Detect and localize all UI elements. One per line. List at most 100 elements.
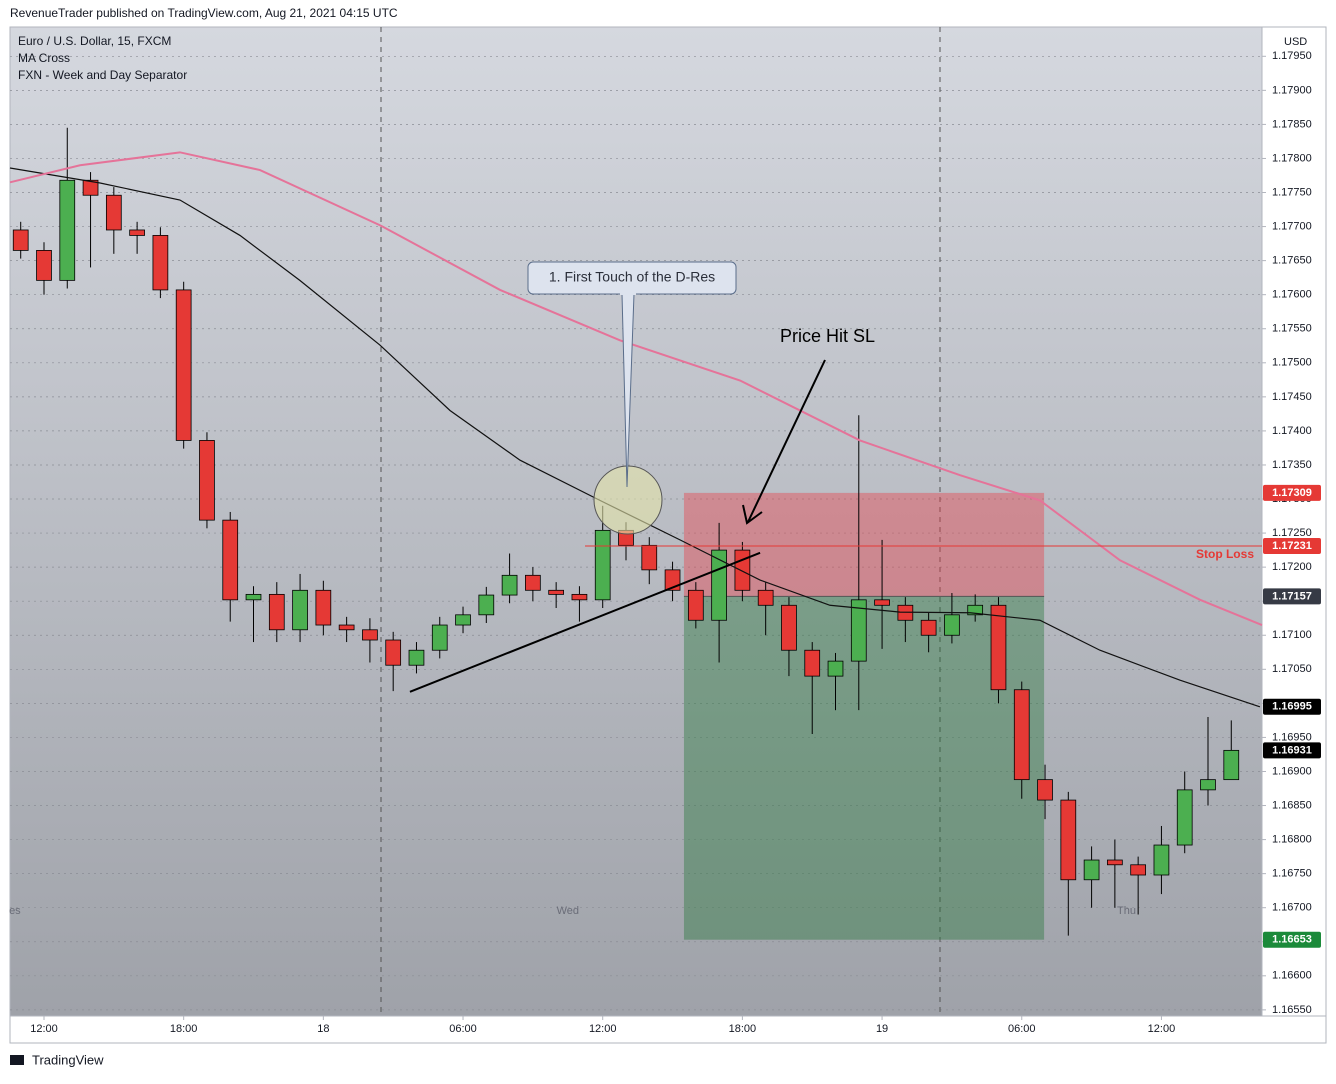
- y-tick-label: 1.17500: [1272, 357, 1312, 369]
- candle-body: [129, 229, 145, 236]
- candle-body: [362, 629, 378, 641]
- trendline: [409, 551, 761, 693]
- price-label: 1.16931: [1272, 744, 1312, 756]
- candle-body: [734, 549, 751, 591]
- candle-body: [1013, 689, 1030, 781]
- candle-body: [711, 549, 727, 621]
- y-tick-label: 1.16800: [1272, 833, 1312, 845]
- price-label-box: [1263, 538, 1321, 555]
- candle-body: [268, 593, 285, 631]
- callout-text: 1. First Touch of the D-Res: [549, 269, 715, 285]
- candle-body: [199, 440, 215, 521]
- candle-body: [501, 574, 518, 596]
- candle-body: [687, 589, 704, 621]
- price-label: 1.16995: [1272, 701, 1312, 713]
- candle-body: [757, 589, 774, 606]
- candle-body: [222, 519, 239, 601]
- candle-body: [105, 194, 122, 231]
- y-tick-label: 1.16850: [1272, 799, 1312, 811]
- price-label-box: [1263, 698, 1321, 715]
- y-tick-label: 1.16750: [1272, 868, 1312, 880]
- moving-average: [9, 151, 1263, 626]
- candle-body: [641, 544, 658, 571]
- candle-body: [455, 614, 471, 626]
- candle-body: [338, 624, 355, 631]
- y-tick-label: 1.17100: [1272, 629, 1312, 641]
- candle-body: [245, 593, 262, 601]
- day-label: es: [9, 905, 21, 917]
- candle-body: [1130, 864, 1146, 876]
- candle-body: [1200, 779, 1216, 791]
- y-tick-label: 1.16550: [1272, 1004, 1312, 1016]
- annotation-text: Price Hit SL: [780, 326, 875, 346]
- y-tick-label: 1.17450: [1272, 391, 1312, 403]
- price-labels: 1.165501.166001.166501.167001.167501.168…: [1263, 50, 1321, 1016]
- arrow: [747, 359, 826, 523]
- y-tick-label: 1.17850: [1272, 118, 1312, 130]
- candle-body: [804, 649, 821, 677]
- stop-loss-label: Stop Loss: [1196, 547, 1254, 561]
- candle-body: [1037, 779, 1053, 801]
- candle-body: [292, 589, 308, 631]
- y-tick-label: 1.17200: [1272, 561, 1312, 573]
- y-tick-label: 1.16900: [1272, 765, 1312, 777]
- indicator-label: FXN - Week and Day Separator: [18, 68, 187, 82]
- candle-body: [431, 624, 448, 651]
- attribution: RevenueTrader published on TradingView.c…: [10, 6, 398, 20]
- candle-body: [781, 604, 797, 651]
- footer-brand: TradingView: [32, 1052, 104, 1067]
- candle-body: [525, 574, 541, 591]
- candle-body: [850, 599, 867, 662]
- y-tick-label: 1.17350: [1272, 459, 1312, 471]
- x-tick-label: 18:00: [170, 1023, 198, 1035]
- candle-body: [571, 593, 588, 601]
- y-tick-label: 1.17600: [1272, 289, 1312, 301]
- candle-body: [874, 599, 890, 606]
- candle-body: [478, 594, 495, 616]
- indicator-label: MA Cross: [18, 51, 70, 65]
- arrow-head: [742, 504, 763, 525]
- overlays: Stop Loss: [9, 151, 1263, 708]
- price-label-box: [1263, 588, 1321, 605]
- y-tick-label: 1.17650: [1272, 255, 1312, 267]
- x-tick-label: 18:00: [729, 1023, 757, 1035]
- price-label: 1.17309: [1272, 487, 1312, 499]
- candle-body: [1107, 859, 1123, 866]
- y-tick-label: 1.17400: [1272, 425, 1312, 437]
- candle-body: [1153, 844, 1170, 876]
- x-tick-label: 12:00: [1148, 1023, 1176, 1035]
- x-tick-label: 12:00: [30, 1023, 58, 1035]
- y-tick-label: 1.17050: [1272, 663, 1312, 675]
- candle-body: [1083, 859, 1100, 881]
- y-tick-label: 1.17750: [1272, 186, 1312, 198]
- candle-body: [548, 589, 564, 595]
- y-tick-label: 1.16600: [1272, 970, 1312, 982]
- logo: [10, 1055, 24, 1065]
- candle-body: [12, 229, 29, 251]
- candle-body: [827, 660, 844, 677]
- x-tick-label: 06:00: [1008, 1023, 1036, 1035]
- x-tick-label: 19: [876, 1023, 888, 1035]
- candle-body: [175, 289, 192, 441]
- price-label-box: [1263, 484, 1321, 501]
- day-label: Thu: [1117, 905, 1136, 917]
- candle-body: [152, 235, 169, 291]
- y-tick-label: 1.17550: [1272, 323, 1312, 335]
- axis-unit: USD: [1284, 36, 1307, 48]
- y-tick-label: 1.17800: [1272, 152, 1312, 164]
- price-label: 1.17231: [1272, 540, 1312, 552]
- x-tick-label: 18: [317, 1023, 329, 1035]
- y-tick-label: 1.17950: [1272, 50, 1312, 62]
- price-label-box: [1263, 931, 1321, 948]
- highlight-circle: [593, 465, 663, 535]
- candle-body: [59, 179, 76, 281]
- candle-body: [315, 589, 332, 626]
- candle-body: [920, 619, 937, 636]
- price-label: 1.17157: [1272, 590, 1312, 602]
- day-label: Wed: [557, 905, 579, 917]
- y-tick-label: 1.17250: [1272, 527, 1312, 539]
- x-tick-label: 06:00: [449, 1023, 477, 1035]
- candle-body: [944, 614, 960, 636]
